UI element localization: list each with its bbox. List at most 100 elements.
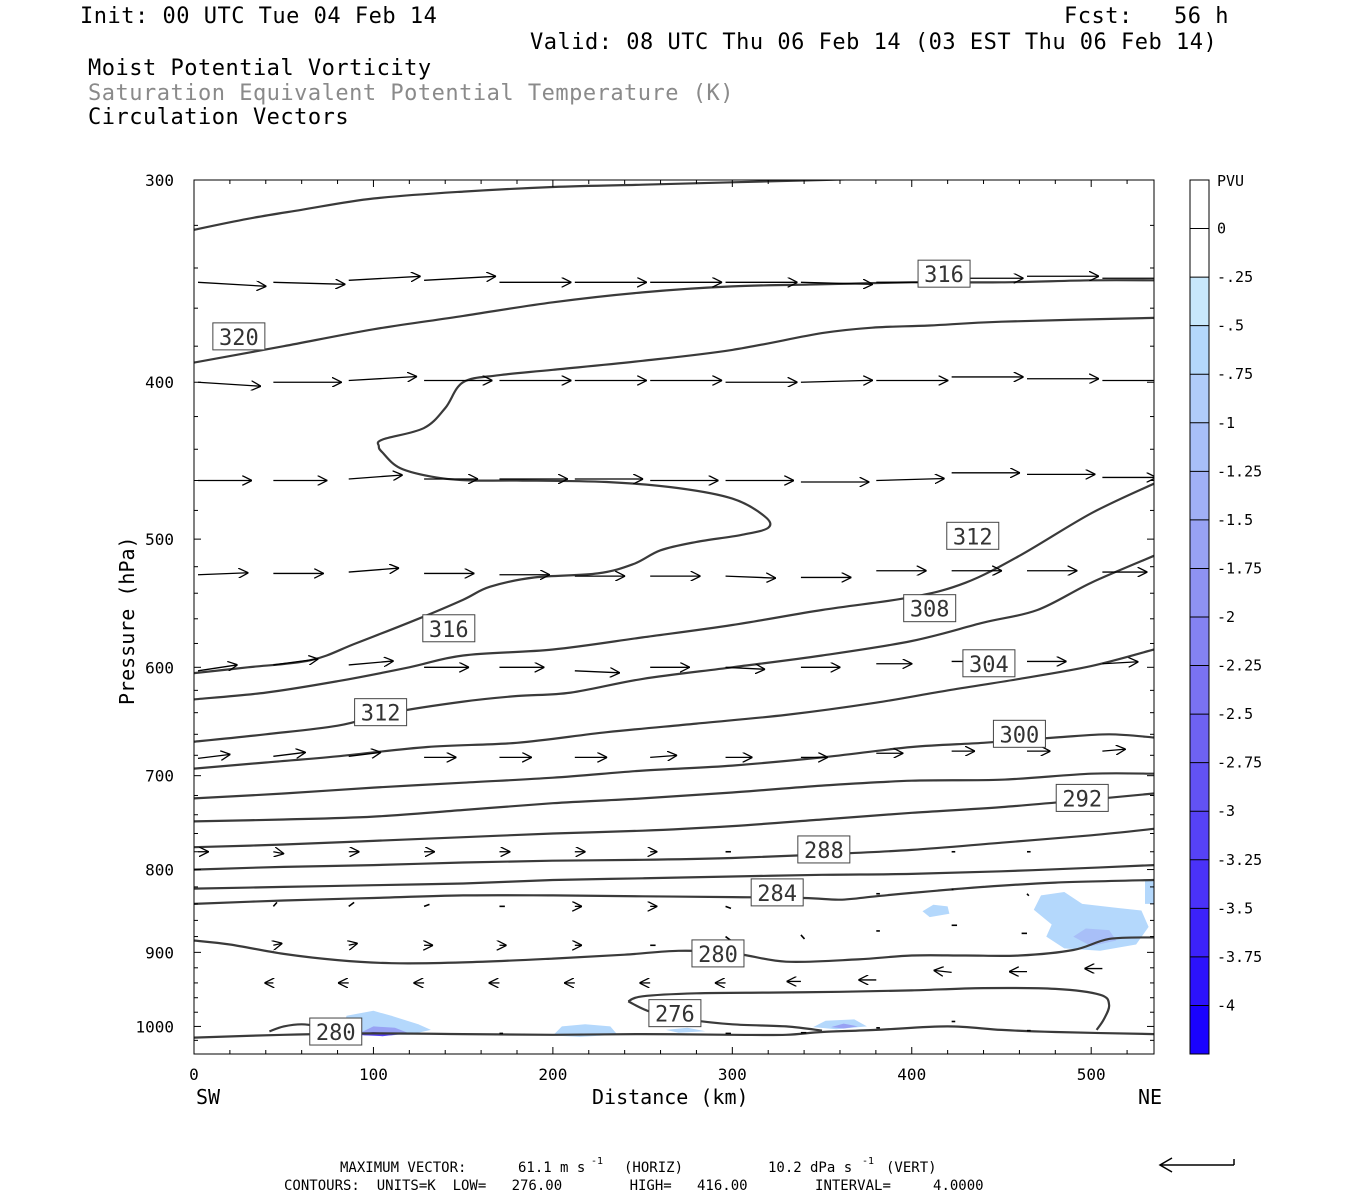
colorbar-cell [1190,374,1209,424]
contour-label: 304 [962,649,1016,678]
mpv-area [831,1023,858,1029]
colorbar-tick-label: -1.75 [1217,559,1262,577]
contour-label-box [992,719,1046,748]
y-tick-label: 700 [145,767,174,786]
colorbar-cell [1190,325,1209,375]
contour-label: 320 [212,322,266,351]
contour-label: 292 [1055,783,1109,812]
colorbar-tick-label: -3.25 [1217,851,1262,869]
colorbar-cell [1190,471,1209,521]
contour-label-text: 288 [804,839,844,864]
circulation-vector [273,943,282,945]
footer: MAXIMUM VECTOR: 61.1 m s -1 (HORIZ) 10.2… [284,1156,1235,1194]
contour-label-box [903,594,957,623]
circulation-vector [272,901,278,907]
circulation-vector [348,568,399,572]
circulation-vector [348,901,355,908]
x-tick-label: 100 [359,1065,388,1084]
colorbar-tick-label: -3.75 [1217,948,1262,966]
colorbar-tick-label: -3.5 [1217,899,1253,917]
contour-label-box [797,835,851,864]
colorbar-cell [1190,1005,1209,1055]
colorbar-cell [1190,277,1209,327]
circulation-vector [725,905,732,910]
contour-label: 288 [797,835,851,864]
mpv-area [1073,928,1117,947]
x-tick-label: 400 [897,1065,926,1084]
colorbar-tick-label: -.5 [1217,317,1244,335]
contour-label: 316 [422,614,476,643]
theta-es-contour [194,279,1154,364]
circulation-vector [273,282,345,284]
colorbar-cell [1190,811,1209,861]
colorbar-tick-label: -.25 [1217,268,1253,286]
contour-label: 312 [946,521,1000,550]
contour-label-box [422,614,476,643]
contour-label: 300 [992,719,1046,748]
colorbar: 0 -.25 -.5 -.75 -1 -1.25 -1.5 -1.75 -2 -2.25 -2.5 -… [1189,179,1262,1055]
colorbar-tick-label: -1 [1217,414,1235,432]
colorbar-tick-label: -1.25 [1217,462,1262,480]
contour-label-box [691,939,745,968]
colorbar-tick-label: -4 [1217,996,1235,1014]
circulation-vector [423,903,430,908]
y-tick-label: 400 [145,373,174,392]
mpv-area [665,1027,706,1033]
contour-label-text: 280 [316,1021,356,1046]
max-horiz-tag: (HORIZ) [624,1160,683,1176]
circulation-vector [1102,749,1125,751]
x-axis-label: Distance (km) [592,1085,749,1109]
contour-label-box [750,878,804,907]
contour-label-text: 316 [429,618,469,643]
contour-label-text: 300 [1000,723,1040,748]
max-vert-value: 10.2 [768,1160,802,1176]
theta-es-contour [194,648,1154,770]
contour-info: CONTOURS: UNITS=K LOW= 276.00 HIGH= 416.… [284,1178,984,1194]
x-tick-label: 0 [189,1065,199,1084]
y-tick-label: 600 [145,658,174,677]
mpv-area [1145,880,1154,904]
colorbar-cell [1190,762,1209,812]
max-vert-unit: dPa s [810,1160,852,1176]
circulation-vectors [197,276,1154,1035]
colorbar-cell [1190,422,1209,472]
colorbar-tick-label: -3 [1217,802,1235,820]
init-time: Init: 00 UTC Tue 04 Feb 14 [80,4,438,29]
circulation-vector [1102,662,1138,664]
axes: 300 400 500 600 700 800 900 1000 0 100 200 300 400 50… [135,171,1154,1084]
contour-label-text: 316 [924,263,964,288]
contour-label-text: 304 [969,653,1009,678]
contour-label-box [212,322,266,351]
theta-es-contour [194,1025,1154,1039]
contour-label-box [946,521,1000,550]
colorbar-cell [1190,908,1209,958]
circulation-vector [197,382,261,386]
mpv-area [342,1010,431,1035]
circulation-vector [349,943,358,945]
theta-es-contour [194,827,1154,871]
theta-es-contour [194,792,1154,849]
theta-es-contour [194,772,1154,823]
colorbar-tick-label: -2 [1217,608,1235,626]
max-horiz-unit: m s [560,1160,585,1176]
circulation-vector [725,576,776,578]
contour-label-box [962,649,1016,678]
theta-es-contour [194,878,1154,905]
ne-end-label: NE [1138,1085,1162,1109]
contour-label-text: 312 [953,525,993,550]
mpv-area [1033,892,1149,951]
x-tick-label: 500 [1077,1065,1106,1084]
field-title-theta-es: Saturation Equivalent Potential Temperat… [88,81,735,106]
contour-label-text: 280 [698,943,738,968]
circulation-vector [800,934,806,940]
circulation-vector [348,752,381,756]
contour-label: 284 [750,878,804,907]
max-vector-label: MAXIMUM VECTOR: [340,1160,466,1176]
circulation-vector [273,659,318,666]
theta-es-contour [194,316,1154,675]
field-title-vectors: Circulation Vectors [88,105,350,130]
circulation-vector [725,667,766,669]
circulation-vector [934,970,952,972]
circulation-vector [348,276,421,280]
